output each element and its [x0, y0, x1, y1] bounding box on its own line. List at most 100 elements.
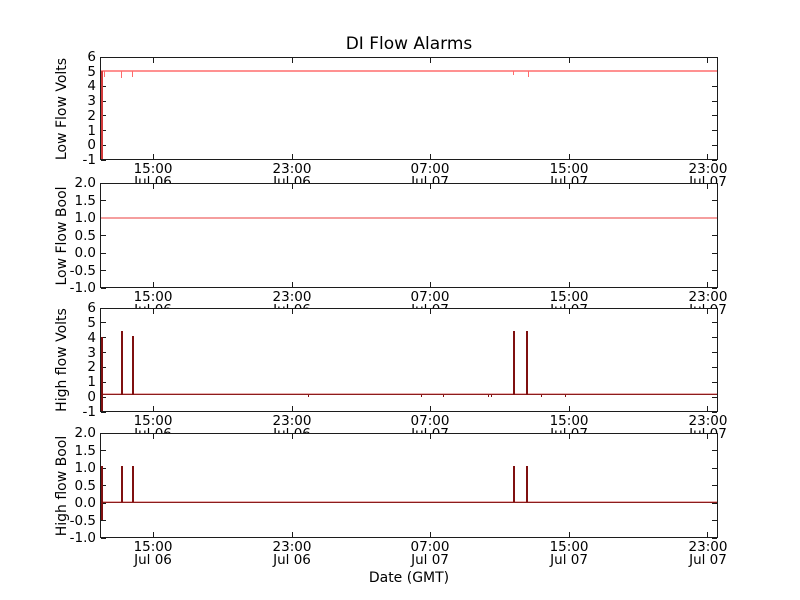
x-tick-date: Jul 07: [550, 552, 588, 568]
x-tick: [152, 58, 154, 63]
x-tick-time: 23:00: [688, 289, 728, 305]
x-tick: [568, 532, 570, 537]
x-tick: [291, 184, 293, 189]
y-tick-label: 1.5: [74, 192, 96, 209]
x-tick: [707, 184, 709, 189]
y-tick-label: 5: [87, 63, 96, 80]
x-tick: [429, 309, 431, 314]
y-tick-label: 2: [87, 359, 96, 376]
y-tick: [101, 307, 106, 309]
x-tick: [429, 434, 431, 439]
y-tick: [101, 366, 106, 368]
y-tick: [712, 100, 717, 102]
data-spike: [491, 394, 493, 398]
y-tick: [712, 450, 717, 451]
data-spike: [512, 466, 515, 503]
data-spike: [121, 466, 123, 503]
data-line: [101, 216, 717, 219]
data-spike: [565, 394, 567, 398]
x-tick-time: 15:00: [133, 539, 173, 555]
x-axis-label: Date (GMT): [368, 570, 450, 586]
x-tick: [291, 282, 293, 287]
x-tick: [707, 154, 709, 159]
y-axis-label-high-flow-bool: High flow Bool: [54, 435, 70, 536]
y-tick: [101, 287, 106, 289]
y-tick: [101, 200, 106, 201]
y-tick: [712, 85, 717, 87]
x-tick: [707, 434, 709, 439]
y-tick: [101, 432, 106, 434]
y-tick: [101, 537, 106, 539]
data-spike: [528, 71, 530, 77]
x-tick-time: 15:00: [549, 539, 589, 555]
x-tick: [429, 406, 431, 411]
subplot-low-flow-volts: [100, 56, 718, 161]
y-tick: [712, 520, 717, 521]
y-tick: [712, 115, 717, 117]
chart-title: DI Flow Alarms: [345, 34, 473, 54]
y-tick-label: 2.0: [74, 175, 96, 191]
data-spike: [513, 71, 515, 76]
x-tick-time: 07:00: [410, 413, 450, 429]
x-tick: [152, 434, 154, 439]
x-tick: [152, 282, 154, 287]
y-tick-label: 2: [87, 107, 96, 124]
y-tick: [101, 337, 106, 339]
x-tick: [429, 532, 431, 537]
y-tick-label: 3: [87, 93, 96, 110]
y-tick: [101, 56, 106, 58]
x-tick-date: Jul 07: [411, 552, 449, 568]
y-tick-label: 0.0: [74, 245, 96, 261]
y-tick: [101, 396, 106, 398]
x-tick-date: Jul 06: [134, 552, 172, 568]
data-spike: [443, 394, 445, 398]
y-tick: [712, 537, 717, 539]
x-tick-time: 23:00: [272, 413, 312, 429]
x-tick: [429, 154, 431, 159]
data-line: [101, 500, 717, 502]
data-line: [101, 393, 717, 395]
x-tick-time: 23:00: [272, 289, 312, 305]
y-tick: [712, 130, 717, 132]
y-tick: [101, 144, 106, 146]
data-spike: [420, 394, 422, 398]
y-tick-label: 0: [87, 137, 96, 154]
x-tick-time: 23:00: [688, 413, 728, 429]
x-tick: [707, 58, 709, 63]
data-line: [101, 502, 717, 503]
x-tick: [568, 406, 570, 411]
x-tick: [707, 532, 709, 537]
subplot-high-flow-volts: [100, 307, 718, 413]
data-spike: [132, 466, 135, 503]
x-tick-time-labels: 15:00 23:00 07:00 15:00 23:00: [100, 161, 728, 177]
data-line: [101, 394, 717, 396]
data-spike: [526, 330, 529, 395]
subplot-high-flow-bool: [100, 432, 718, 539]
y-tick: [712, 396, 717, 398]
y-tick: [101, 115, 106, 117]
y-tick-label: 6: [87, 300, 96, 316]
x-tick-time: 07:00: [410, 539, 450, 555]
x-tick-time: 15:00: [549, 413, 589, 429]
y-tick: [101, 130, 106, 132]
y-tick-label: -1: [82, 404, 96, 420]
y-tick: [101, 159, 106, 161]
data-spike: [132, 335, 135, 395]
x-tick-time: 15:00: [133, 161, 173, 177]
x-tick-time: 15:00: [549, 161, 589, 177]
y-tick: [712, 337, 717, 339]
x-tick: [291, 434, 293, 439]
y-tick: [712, 287, 717, 289]
y-tick-label: -1: [82, 152, 96, 168]
x-tick-time: 15:00: [133, 289, 173, 305]
y-tick: [101, 235, 106, 236]
y-tick-label: 2.0: [74, 425, 96, 441]
y-tick-label: 0.5: [74, 227, 96, 244]
x-tick-date-labels: Jul 06 Jul 06 Jul 07 Jul 07 Jul 07: [100, 552, 727, 568]
y-tick: [712, 307, 717, 309]
y-tick: [101, 322, 106, 324]
y-tick-label: 4: [87, 78, 96, 95]
y-tick: [101, 520, 106, 521]
x-tick: [429, 184, 431, 189]
